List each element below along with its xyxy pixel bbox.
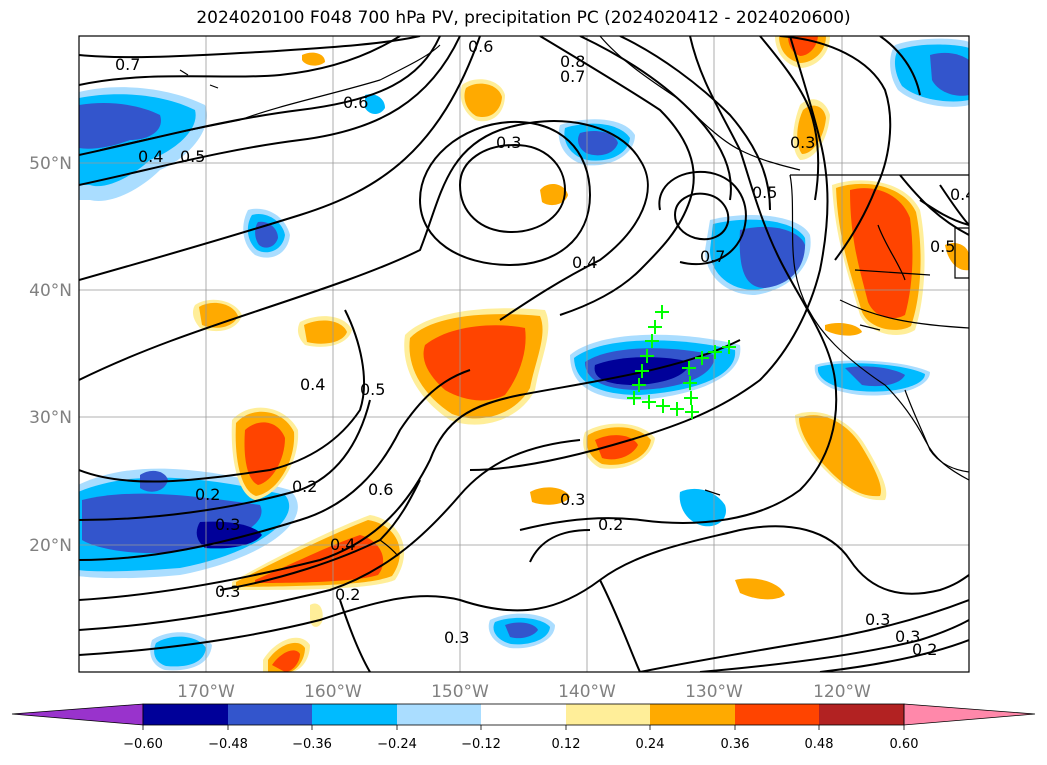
lon-label: 140°W xyxy=(558,682,616,702)
colorbar-tick-label: −0.24 xyxy=(377,737,417,752)
map-frame xyxy=(78,35,970,673)
lon-label: 120°W xyxy=(813,682,871,702)
colorbar-tick-label: 0.48 xyxy=(805,737,834,752)
marker-plus xyxy=(642,395,656,409)
contour-label: 0.4 xyxy=(300,375,325,394)
graticule xyxy=(79,36,969,672)
marker-plus xyxy=(695,351,709,365)
colorbar-tick-label: −0.36 xyxy=(292,737,332,752)
lon-label: 170°W xyxy=(177,682,235,702)
colorbar-segment xyxy=(566,704,650,725)
marker-plus xyxy=(645,334,659,348)
point-markers xyxy=(627,305,736,419)
marker-plus xyxy=(682,361,696,375)
latitude-labels: 50°N 40°N 30°N 20°N xyxy=(29,154,72,556)
marker-plus xyxy=(670,402,684,416)
lat-label: 50°N xyxy=(29,154,72,174)
colorbar-extend-low xyxy=(11,703,144,726)
colorbar-segment xyxy=(650,704,735,725)
contour-label: 0.3 xyxy=(865,610,890,629)
lat-label: 40°N xyxy=(29,281,72,301)
contour-label: 0.3 xyxy=(895,627,920,646)
colorbar-segment xyxy=(312,704,397,725)
colorbar-tick-label: −0.60 xyxy=(123,737,163,752)
contour-label: 0.3 xyxy=(215,515,240,534)
marker-plus xyxy=(632,378,646,392)
map-title: 2024020100 F048 700 hPa PV, precipitatio… xyxy=(196,8,851,28)
colorbar-segment xyxy=(735,704,819,725)
contour-label: 0.5 xyxy=(360,380,385,399)
contour-label: 0.4 xyxy=(330,535,355,554)
colorbar-tick-label: −0.48 xyxy=(208,737,248,752)
contour-label: 0.2 xyxy=(598,515,623,534)
colorbar-segment xyxy=(481,704,566,725)
contour-label: 0.5 xyxy=(752,183,777,202)
contour-label: 0.5 xyxy=(180,147,205,166)
marker-plus xyxy=(655,305,669,319)
longitude-labels: 170°W 160°W 150°W 140°W 130°W 120°W xyxy=(177,682,871,702)
contour-label: 0.2 xyxy=(292,477,317,496)
contour-label: 0.4 xyxy=(572,253,597,272)
contour-label: 0.2 xyxy=(195,485,220,504)
contour-label: 0.6 xyxy=(368,480,393,499)
precip-negative-shading xyxy=(79,38,969,671)
contour-label: 0.4 xyxy=(138,147,163,166)
marker-plus xyxy=(656,399,670,413)
pv-contours xyxy=(79,36,969,672)
lon-label: 160°W xyxy=(304,682,362,702)
marker-plus xyxy=(640,349,654,363)
contour-label: 0.3 xyxy=(444,628,469,647)
marker-plus xyxy=(635,364,649,378)
contour-label: 0.6 xyxy=(343,93,368,112)
contour-label: 0.3 xyxy=(496,133,521,152)
map-area: 0.7 0.6 0.8 0.7 0.6 0.4 0.5 0.3 0.3 0.4 … xyxy=(79,36,975,672)
contour-label: 0.2 xyxy=(912,640,937,659)
colorbar-extend-high xyxy=(903,703,1036,726)
contour-label: 0.3 xyxy=(215,582,240,601)
lon-label: 130°W xyxy=(685,682,743,702)
marker-plus xyxy=(708,345,722,359)
contour-label: 0.4 xyxy=(950,185,975,204)
contour-label: 0.5 xyxy=(930,237,955,256)
colorbar: −0.60 −0.48 −0.36 −0.24 −0.12 0.12 0.24 … xyxy=(11,703,1036,752)
pv-contour-labels: 0.7 0.6 0.8 0.7 0.6 0.4 0.5 0.3 0.3 0.4 … xyxy=(115,37,975,659)
contour-label: 0.6 xyxy=(468,37,493,56)
colorbar-tick-label: 0.36 xyxy=(721,737,750,752)
marker-plus xyxy=(648,320,662,334)
contour-label: 0.2 xyxy=(335,585,360,604)
contour-label: 0.7 xyxy=(115,55,140,74)
marker-plus xyxy=(683,376,697,390)
contour-label: 0.3 xyxy=(790,133,815,152)
colorbar-tick-label: 0.60 xyxy=(890,737,919,752)
lat-label: 30°N xyxy=(29,408,72,428)
contour-label: 0.8 xyxy=(560,52,585,71)
lat-label: 20°N xyxy=(29,536,72,556)
contour-label: 0.7 xyxy=(560,67,585,86)
colorbar-tick-label: 0.12 xyxy=(552,737,581,752)
colorbar-segment xyxy=(397,704,481,725)
contour-label: 0.3 xyxy=(560,490,585,509)
contour-label: 0.7 xyxy=(700,247,725,266)
colorbar-segment xyxy=(228,704,312,725)
colorbar-tick-label: −0.12 xyxy=(461,737,501,752)
colorbar-tick-label: 0.24 xyxy=(636,737,665,752)
colorbar-segment xyxy=(819,704,904,725)
marker-plus xyxy=(627,391,641,405)
marker-plus xyxy=(685,405,699,419)
marker-plus xyxy=(684,391,698,405)
colorbar-segment xyxy=(143,704,228,725)
lon-label: 150°W xyxy=(431,682,489,702)
marker-plus xyxy=(722,340,736,354)
